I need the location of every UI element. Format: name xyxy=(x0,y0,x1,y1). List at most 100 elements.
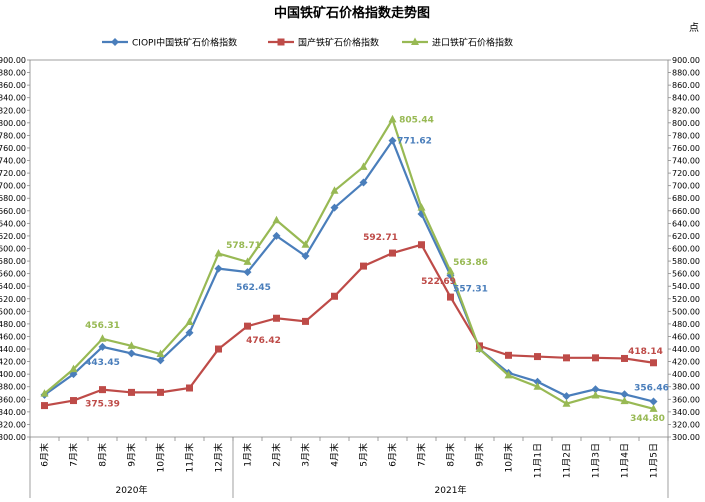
data-point xyxy=(533,382,542,390)
data-labels: 443.45 562.45 771.62 557.31 356.46 375.39 476.… xyxy=(85,115,669,423)
y-tick-label-left: 640.00 xyxy=(0,219,26,228)
data-point xyxy=(591,391,600,399)
y-tick-label-right: 600.00 xyxy=(672,245,700,254)
data-point xyxy=(157,388,164,396)
y-tick-label-left: 320.00 xyxy=(0,420,26,429)
y-tick-label-left: 900.00 xyxy=(0,56,26,65)
data-point xyxy=(272,215,281,224)
data-point xyxy=(592,354,599,362)
data-point xyxy=(649,404,658,412)
y-tick-label-left: 560.00 xyxy=(0,270,26,279)
data-point xyxy=(127,349,136,358)
data-point xyxy=(69,364,78,373)
legend-item: 国产铁矿石价格指数 xyxy=(268,37,379,49)
y-tick-label-left: 540.00 xyxy=(0,282,26,291)
y-tick-label-right: 660.00 xyxy=(672,207,700,216)
data-point xyxy=(446,266,455,275)
y-tick-label-left: 420.00 xyxy=(0,358,26,367)
year-group-label: 2020年 xyxy=(116,484,148,496)
data-point xyxy=(41,402,48,410)
x-tick-label: 7月末 xyxy=(416,443,428,467)
y-tick-label-right: 860.00 xyxy=(672,81,700,90)
legend-item: CIOPI中国铁矿石价格指数 xyxy=(102,37,237,49)
y-tick-label-right: 640.00 xyxy=(672,219,700,228)
data-point xyxy=(185,328,194,337)
series-3 xyxy=(40,114,658,412)
x-tick-label: 4月末 xyxy=(329,443,341,467)
data-point xyxy=(156,356,165,365)
y-tick-label-left: 760.00 xyxy=(0,144,26,153)
y-tick-label-right: 620.00 xyxy=(672,232,700,241)
y-tick-label-left: 300.00 xyxy=(0,433,26,442)
data-point xyxy=(505,351,512,359)
x-tick-label: 10月末 xyxy=(503,443,515,472)
y-tick-label-left: 740.00 xyxy=(0,157,26,166)
data-label: 557.31 xyxy=(453,284,488,294)
legend-label: CIOPI中国铁矿石价格指数 xyxy=(132,37,237,49)
data-point xyxy=(417,203,426,211)
y-tick-label-left: 880.00 xyxy=(0,69,26,78)
data-point xyxy=(273,314,280,322)
series-line xyxy=(44,243,654,407)
y-tick-label-left: 700.00 xyxy=(0,182,26,191)
data-label: 443.45 xyxy=(85,358,120,368)
x-tick-label: 5月末 xyxy=(358,443,370,467)
x-tick-label: 6月末 xyxy=(387,443,399,467)
y-tick-label-left: 340.00 xyxy=(0,408,26,417)
y-tick-label-left: 500.00 xyxy=(0,307,26,316)
y-tick-label-right: 740.00 xyxy=(672,157,700,166)
y-tick-label-left: 360.00 xyxy=(0,395,26,404)
y-tick-label-right: 360.00 xyxy=(672,395,700,404)
y-tick-label-right: 480.00 xyxy=(672,320,700,329)
data-label: 344.80 xyxy=(630,414,665,424)
data-point xyxy=(99,386,106,394)
data-point xyxy=(330,186,339,194)
x-tick-label: 6月末 xyxy=(39,443,51,467)
data-point xyxy=(620,396,629,405)
x-tick-label: 11月1日 xyxy=(533,443,544,478)
legend-label: 国产铁矿石价格指数 xyxy=(298,37,379,49)
axes: 300.00 300.00 320.00 320.00 340.00 340.00 360.… xyxy=(0,56,700,498)
y-tick-label-right: 400.00 xyxy=(672,370,700,379)
data-point xyxy=(243,257,252,265)
data-point xyxy=(475,344,484,353)
y-tick-label-left: 820.00 xyxy=(0,106,26,115)
data-point xyxy=(418,241,425,249)
data-point xyxy=(186,384,193,392)
y-tick-label-left: 660.00 xyxy=(0,207,26,216)
x-tick-label: 3月末 xyxy=(300,443,312,467)
data-point xyxy=(244,322,251,330)
data-point xyxy=(650,359,657,367)
y-tick-label-left: 600.00 xyxy=(0,245,26,254)
data-point xyxy=(359,178,368,187)
data-point xyxy=(40,389,49,397)
y-tick-label-left: 400.00 xyxy=(0,370,26,379)
data-point xyxy=(215,345,222,353)
y-tick-label-right: 820.00 xyxy=(672,106,700,115)
y-tick-label-right: 440.00 xyxy=(672,345,700,354)
data-point xyxy=(360,262,367,270)
x-tick-label: 10月末 xyxy=(155,443,167,472)
data-point xyxy=(388,136,397,145)
data-point xyxy=(301,252,310,261)
series-line xyxy=(43,138,654,403)
y-tick-label-left: 800.00 xyxy=(0,119,26,128)
series-layer xyxy=(40,114,658,412)
y-tick-label-right: 460.00 xyxy=(672,332,700,341)
data-point xyxy=(98,334,107,342)
y-tick-label-left: 380.00 xyxy=(0,383,26,392)
data-point xyxy=(127,341,136,349)
data-label: 578.71 xyxy=(226,241,261,251)
data-label: 476.42 xyxy=(246,336,281,346)
data-point xyxy=(534,353,541,361)
y-tick-label-right: 780.00 xyxy=(672,131,700,140)
y-tick-label-right: 560.00 xyxy=(672,270,700,279)
x-tick-label: 11月4日 xyxy=(620,443,631,478)
data-label: 356.46 xyxy=(634,384,669,394)
x-tick-label: 1月末 xyxy=(242,443,254,467)
data-point xyxy=(272,231,281,240)
data-point xyxy=(185,317,194,326)
y-tick-label-right: 760.00 xyxy=(672,144,700,153)
y-tick-label-right: 580.00 xyxy=(672,257,700,266)
data-label: 522.69 xyxy=(421,277,456,287)
